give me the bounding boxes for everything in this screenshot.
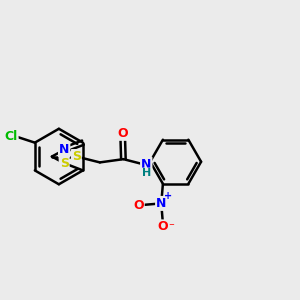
Text: ⁻: ⁻ [168, 222, 174, 232]
Text: N: N [59, 143, 69, 156]
Text: O: O [133, 199, 144, 212]
Text: S: S [72, 150, 81, 163]
Text: O: O [117, 127, 128, 140]
Text: N: N [156, 197, 166, 210]
Text: O: O [158, 220, 168, 233]
Text: +: + [164, 191, 172, 201]
Text: N: N [141, 158, 152, 170]
Text: S: S [60, 157, 69, 170]
Text: Cl: Cl [4, 130, 18, 142]
Text: H: H [142, 168, 151, 178]
